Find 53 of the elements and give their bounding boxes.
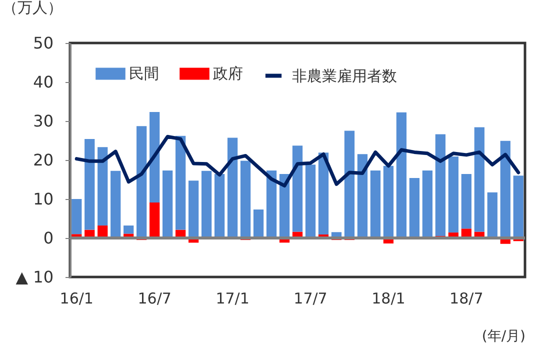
x-axis-title: (年/月) — [482, 328, 526, 344]
bar — [448, 156, 458, 233]
line-series — [74, 134, 520, 188]
x-tick-label: 18/1 — [372, 290, 406, 308]
bar — [292, 146, 303, 232]
bar — [72, 199, 82, 234]
x-tick-label: 17/1 — [216, 290, 250, 308]
bar — [240, 160, 251, 238]
bar — [110, 170, 121, 238]
x-tick-label: 17/7 — [294, 290, 328, 308]
y-tick-label: 30 — [33, 112, 54, 130]
bar — [344, 130, 355, 238]
bar — [318, 152, 329, 234]
legend-label: 民間 — [129, 64, 159, 83]
bar — [513, 176, 524, 238]
bar — [487, 192, 498, 238]
x-tick-label: 16/1 — [60, 290, 94, 308]
bar — [409, 178, 420, 238]
bar — [305, 164, 316, 238]
x-tick-label: 18/7 — [450, 290, 484, 308]
bar — [162, 170, 173, 238]
y-tick-label: ▲ 10 — [16, 268, 54, 286]
bar — [227, 138, 238, 237]
bar — [266, 170, 277, 238]
bar — [136, 126, 147, 238]
bar — [383, 166, 394, 238]
bar — [124, 226, 134, 234]
bar — [214, 174, 225, 237]
bar — [422, 170, 432, 238]
bar — [84, 138, 95, 230]
bar — [474, 127, 484, 232]
bar — [98, 147, 108, 226]
y-tick-label: 50 — [33, 34, 54, 52]
bar — [201, 170, 212, 238]
y-tick-label: 10 — [33, 190, 54, 208]
y-tick-label: 40 — [33, 72, 54, 92]
bar — [150, 202, 160, 238]
bar — [435, 134, 446, 236]
bar — [176, 136, 186, 230]
y-tick-label: 0 — [43, 228, 54, 248]
bar — [253, 210, 264, 238]
bar — [500, 140, 510, 238]
y-axis-title: （万人） — [2, 0, 62, 16]
legend-label: 非農業雇用者数 — [292, 66, 397, 85]
bar — [357, 154, 368, 238]
bar — [370, 170, 381, 238]
bar — [396, 112, 407, 238]
x-tick-label: 16/7 — [138, 290, 172, 308]
y-tick-label: 20 — [33, 150, 54, 170]
bar — [461, 174, 472, 229]
legend-label: 政府 — [213, 64, 243, 83]
bar — [150, 112, 160, 203]
bar — [188, 180, 199, 238]
